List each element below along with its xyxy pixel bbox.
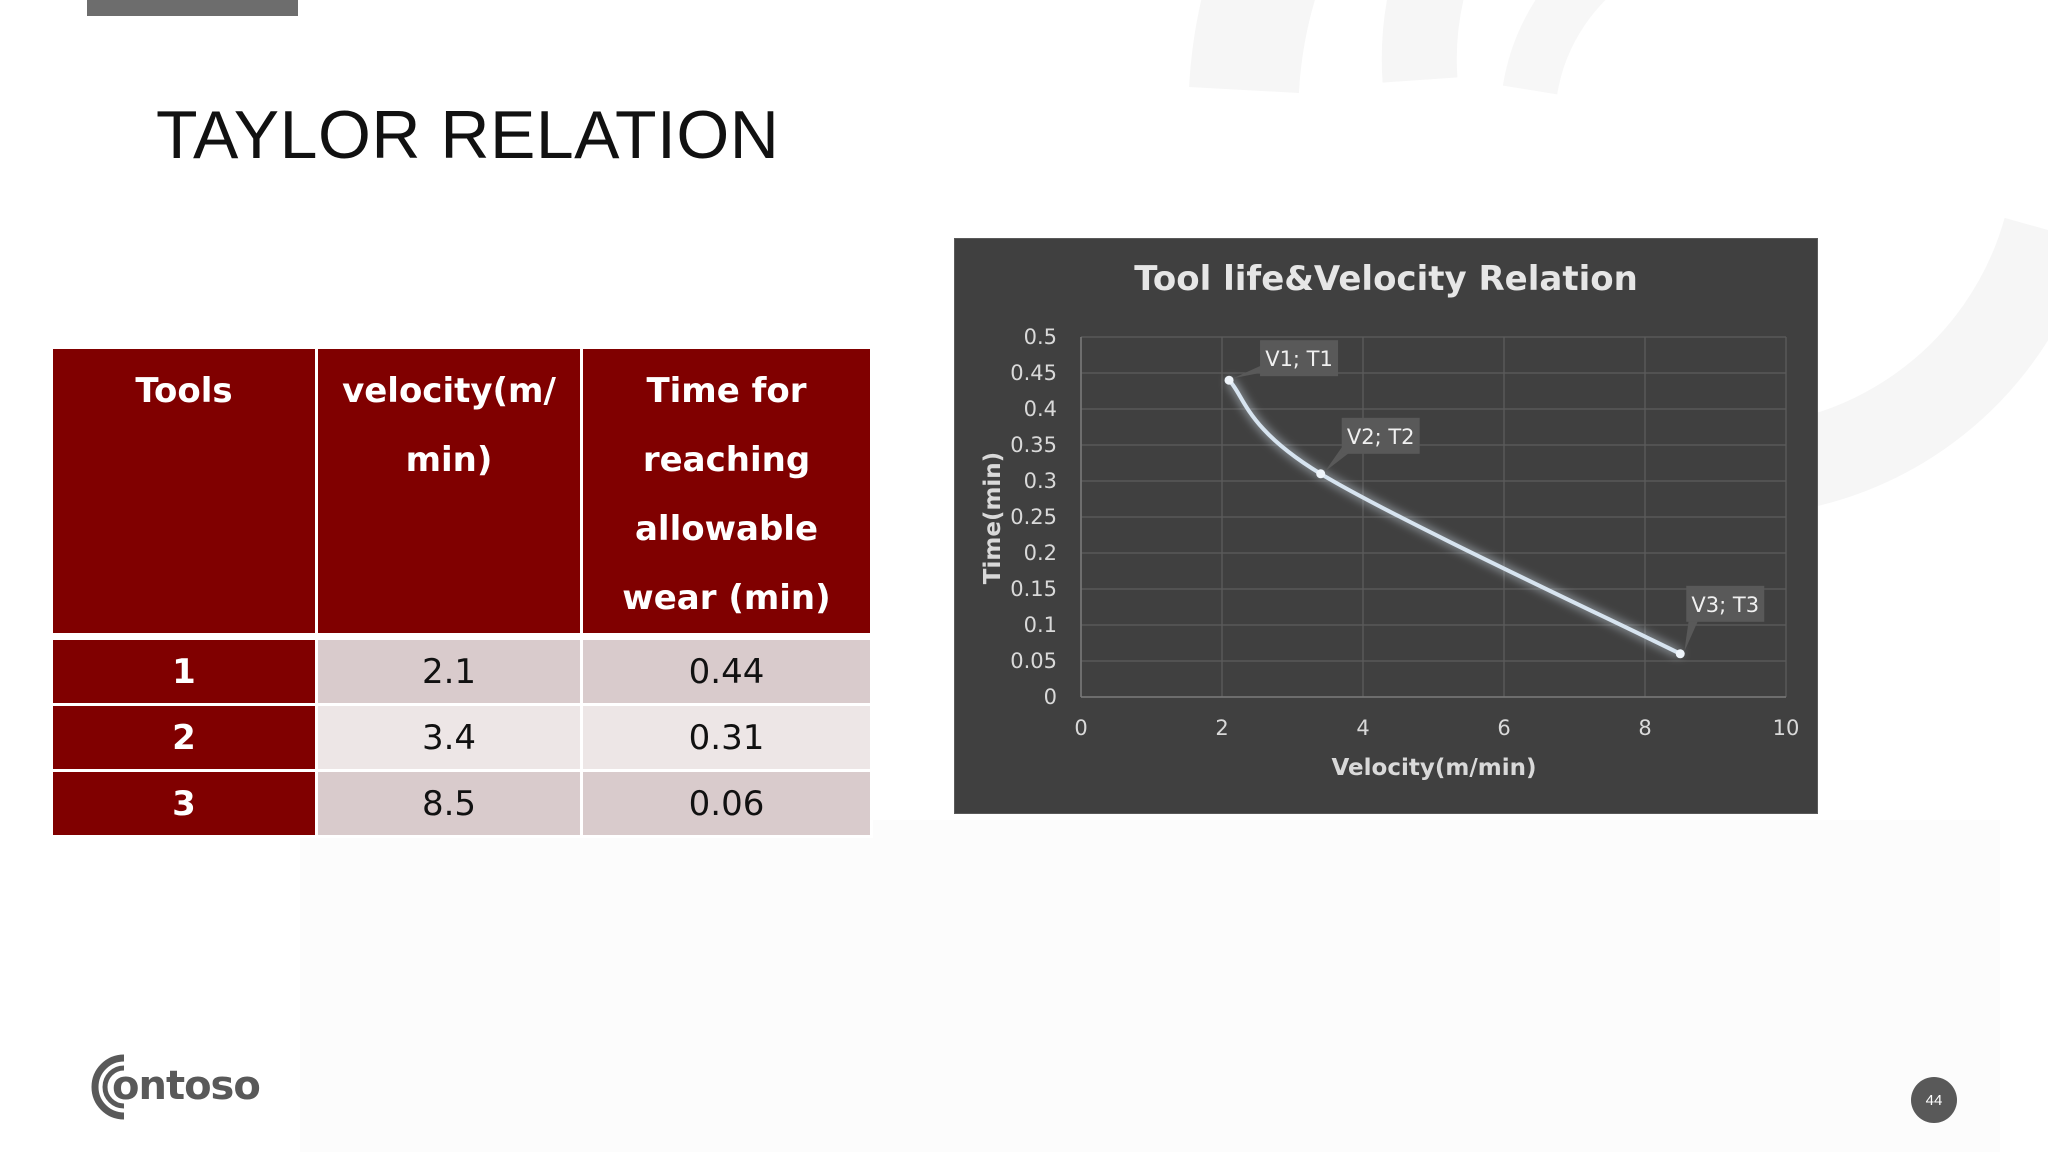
x-tick-label: 0: [1074, 716, 1087, 740]
tool-cell: 2: [50, 703, 318, 772]
x-tick-label: 4: [1356, 716, 1369, 740]
velocity-cell: 2.1: [315, 633, 583, 706]
taylor-data-table: Tools velocity(m/min) Time for reaching …: [50, 346, 873, 838]
data-label: V3; T3: [1691, 593, 1759, 617]
time-cell: 0.06: [580, 769, 873, 838]
data-point: [1675, 649, 1685, 659]
chart-axes: 0 0.05 0.1 0.15 0.2 0.25 0.3 0.35 0.4 0.45 0.5 0 2 4 6…: [1010, 325, 1799, 740]
y-tick-label: 0.25: [1010, 505, 1057, 529]
x-tick-label: 8: [1638, 716, 1651, 740]
x-axis-label: Velocity(m/min): [1332, 755, 1537, 781]
x-tick-label: 2: [1215, 716, 1228, 740]
table-row: 1 2.1 0.44: [50, 633, 873, 706]
data-label-box: [1260, 340, 1339, 377]
data-label-box: [1686, 585, 1765, 622]
slide-title: TAYLOR RELATION: [156, 97, 780, 173]
chart-title: Tool life&Velocity Relation: [1134, 259, 1638, 299]
table-header-row: Tools velocity(m/min) Time for reaching …: [50, 346, 873, 638]
top-accent-bar: [87, 0, 298, 16]
y-tick-label: 0.2: [1024, 541, 1057, 565]
velocity-cell: 3.4: [315, 703, 583, 772]
tool-cell: 3: [50, 769, 318, 838]
y-axis-label: Time(min): [980, 452, 1006, 584]
data-point: [1316, 469, 1326, 479]
table-row: 3 8.5 0.06: [50, 769, 873, 838]
y-tick-label: 0.05: [1010, 649, 1057, 673]
chart-series: V1; T1 V2; T2 V3; T3: [1224, 340, 1765, 659]
x-tick-label: 10: [1773, 716, 1800, 740]
contoso-logo: ontoso: [91, 1054, 261, 1120]
series-line: [1227, 378, 1682, 656]
time-cell: 0.31: [580, 703, 873, 772]
tool-life-velocity-chart: Tool life&Velocity Relation 0 0.05 0.1 0.15…: [954, 238, 1818, 814]
time-cell: 0.44: [580, 633, 873, 706]
data-label: V1; T1: [1265, 347, 1333, 371]
data-label-box: [1341, 417, 1420, 454]
y-tick-label: 0: [1044, 685, 1057, 709]
header-velocity: velocity(m/min): [315, 346, 583, 638]
chart-gridlines: [1080, 336, 1787, 698]
x-tick-label: 6: [1497, 716, 1510, 740]
y-tick-label: 0.35: [1010, 433, 1057, 457]
chart-background: [954, 238, 1818, 814]
header-tools: Tools: [50, 346, 318, 638]
svg-text:ontoso: ontoso: [112, 1063, 260, 1109]
y-tick-label: 0.5: [1024, 325, 1057, 349]
header-time: Time for reaching allowable wear (min): [580, 346, 873, 638]
velocity-cell: 8.5: [315, 769, 583, 838]
y-tick-label: 0.15: [1010, 577, 1057, 601]
y-tick-label: 0.1: [1024, 613, 1057, 637]
table-row: 2 3.4 0.31: [50, 703, 873, 772]
data-point: [1224, 375, 1234, 385]
y-tick-label: 0.45: [1010, 361, 1057, 385]
y-tick-label: 0.4: [1024, 397, 1057, 421]
tool-cell: 1: [50, 633, 318, 706]
page-number-badge: 44: [1911, 1077, 1957, 1123]
data-label: V2; T2: [1347, 425, 1415, 449]
y-tick-label: 0.3: [1024, 469, 1057, 493]
